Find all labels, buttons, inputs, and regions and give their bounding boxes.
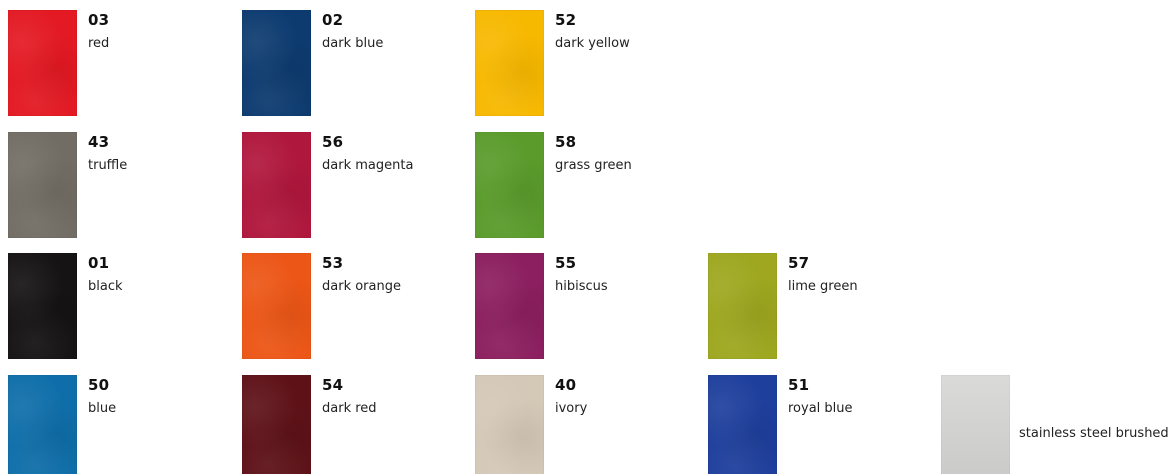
color-code: 58 — [555, 133, 577, 151]
swatch-card-52[interactable]: 52 dark yellow — [467, 0, 702, 116]
color-swatch[interactable] — [708, 375, 777, 474]
swatch-card-03[interactable]: 03 red — [0, 0, 235, 116]
color-name: hibiscus — [555, 279, 608, 294]
color-swatch[interactable] — [475, 132, 544, 238]
color-name: black — [88, 279, 123, 294]
color-code: 02 — [322, 11, 344, 29]
color-name: truffle — [88, 158, 128, 173]
color-swatch[interactable] — [8, 253, 77, 359]
color-name: grass green — [555, 158, 632, 173]
color-code: 03 — [88, 11, 110, 29]
color-swatch[interactable] — [242, 375, 311, 474]
steel-swatch[interactable] — [941, 375, 1010, 474]
color-code: 01 — [88, 254, 110, 272]
color-swatch[interactable] — [8, 10, 77, 116]
color-name: royal blue — [788, 401, 853, 416]
color-swatch[interactable] — [242, 10, 311, 116]
color-name: blue — [88, 401, 117, 416]
steel-name: stainless steel brushed — [1019, 426, 1169, 441]
swatch-card-54[interactable]: 54 dark red — [234, 365, 469, 474]
swatch-card-51[interactable]: 51 royal blue — [700, 365, 935, 474]
color-name: dark yellow — [555, 36, 630, 51]
color-name: ivory — [555, 401, 588, 416]
swatch-card-56[interactable]: 56 dark magenta — [234, 122, 469, 238]
color-swatch[interactable] — [242, 132, 311, 238]
color-name: lime green — [788, 279, 858, 294]
color-swatch[interactable] — [708, 253, 777, 359]
color-code: 54 — [322, 376, 344, 394]
color-name: dark magenta — [322, 158, 414, 173]
swatch-card-43[interactable]: 43 truffle — [0, 122, 235, 238]
color-code: 52 — [555, 11, 577, 29]
color-name: red — [88, 36, 110, 51]
color-code: 43 — [88, 133, 110, 151]
color-swatch[interactable] — [8, 132, 77, 238]
swatch-card-40[interactable]: 40 ivory — [467, 365, 702, 474]
color-code: 53 — [322, 254, 344, 272]
swatch-card-53[interactable]: 53 dark orange — [234, 243, 469, 359]
color-swatch[interactable] — [475, 375, 544, 474]
swatch-card-55[interactable]: 55 hibiscus — [467, 243, 702, 359]
color-name: dark orange — [322, 279, 401, 294]
swatch-card-02[interactable]: 02 dark blue — [234, 0, 469, 116]
color-swatch[interactable] — [242, 253, 311, 359]
color-code: 57 — [788, 254, 810, 272]
swatch-card-50[interactable]: 50 blue — [0, 365, 235, 474]
swatch-card-stainless-steel[interactable] — [933, 365, 1168, 474]
color-code: 50 — [88, 376, 110, 394]
color-code: 40 — [555, 376, 577, 394]
color-code: 55 — [555, 254, 577, 272]
color-code: 51 — [788, 376, 810, 394]
color-name: dark red — [322, 401, 377, 416]
color-swatch[interactable] — [8, 375, 77, 474]
color-name: dark blue — [322, 36, 384, 51]
swatch-card-01[interactable]: 01 black — [0, 243, 235, 359]
color-swatch[interactable] — [475, 253, 544, 359]
swatch-card-57[interactable]: 57 lime green — [700, 243, 935, 359]
color-swatch[interactable] — [475, 10, 544, 116]
swatch-card-58[interactable]: 58 grass green — [467, 122, 702, 238]
color-code: 56 — [322, 133, 344, 151]
